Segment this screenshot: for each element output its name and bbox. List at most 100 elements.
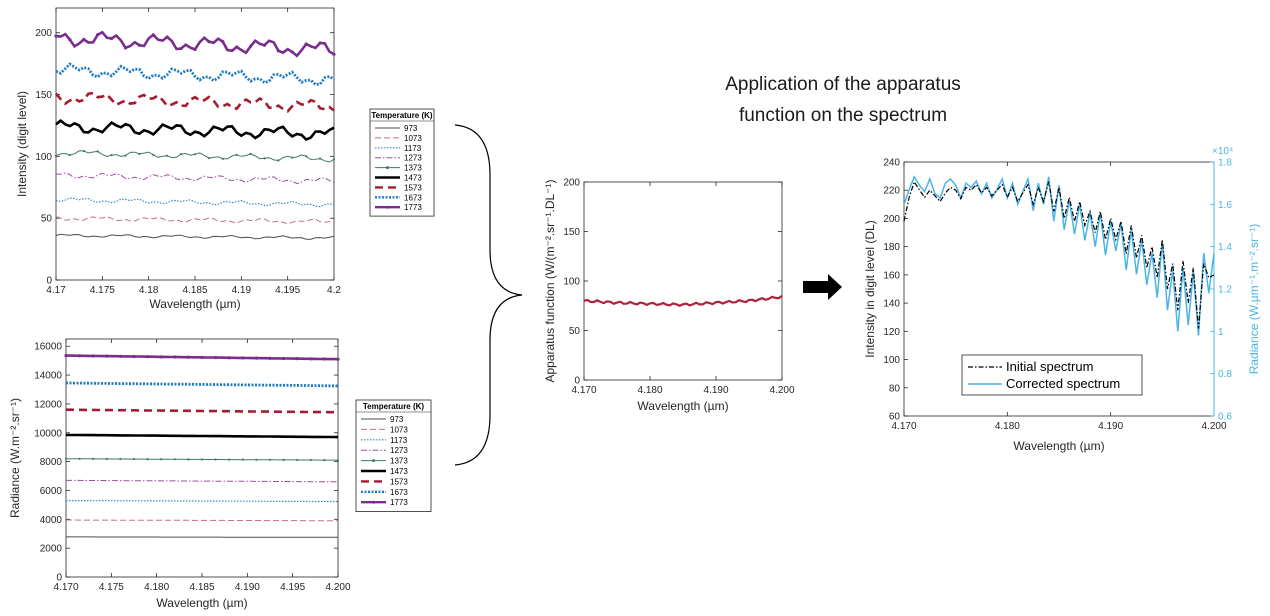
x-tick-label: 4.175 [90,285,115,296]
series-1773-marker [78,354,82,358]
series-1773-marker [235,45,239,49]
series-1773-marker [137,43,141,47]
series-1773-marker [118,354,122,358]
corrected-chart: 4.170 4.180 4.190 4.200 60 80 100 120 140 160 180 2… [863,146,1261,453]
y-tick-label: 8000 [40,457,63,468]
series-1773-marker [132,354,136,359]
y-tick-label: 180 [883,242,900,253]
series-1273 [55,172,335,185]
series-1073 [55,215,335,225]
y-axis-label: Radiance (W.m⁻².sr⁻¹) [8,398,22,518]
series-1373-marker [82,149,85,153]
series-1373-marker [255,458,258,461]
series-1373-marker [68,153,71,157]
series-1773-marker [332,52,336,56]
legend-label-1773: 1773 [404,203,422,212]
series-1173 [66,500,339,503]
x-tick-label: 4.185 [189,582,214,593]
series-1373-marker [296,458,299,462]
series-1773-marker [309,357,313,361]
series-1373-marker [249,152,252,155]
right-y-tick-label: 1.2 [1218,285,1232,296]
legend-label-corrected: Corrected spectrum [1006,376,1120,391]
y-tick-label: 14000 [34,371,62,382]
series-1773-marker [96,33,100,37]
series-1373-marker [152,153,155,156]
x-tick-label: 4.2 [327,285,341,296]
legend-label-1673: 1673 [404,193,422,202]
series-1473 [55,119,335,142]
series-1773-marker [151,33,155,37]
x-tick-label: 4.170 [53,582,78,593]
x-tick-label: 4.190 [1098,421,1123,432]
y-tick-label: 100 [563,277,580,288]
legend-label-1773: 1773 [390,498,408,507]
series-1373-marker [110,154,113,157]
legend-marker-1373 [372,459,375,463]
series-1773-marker [91,354,95,358]
curly-brace [454,124,523,466]
series-1373-marker [119,457,122,461]
series-1773-marker [241,356,245,360]
legend-box [369,108,435,217]
y-tick-label: 0 [56,573,62,584]
series-1773-marker [262,43,267,47]
x-tick-label: 4.180 [144,582,169,593]
x-tick-label: 4.180 [995,421,1020,432]
right-y-tick-label: 1.6 [1218,200,1232,211]
right-axis-label: Radiance (W.µm⁻¹.m⁻².sr⁻¹) [1247,224,1261,375]
x-tick-label: 4.19 [232,285,252,296]
series-1373-marker [92,457,95,460]
y-tick-label: 100 [883,355,900,366]
legend-label-1573: 1573 [390,477,408,486]
y-tick-label: 150 [563,227,580,238]
y-tick-label: 200 [563,178,580,189]
x-tick-label: 4.185 [182,285,207,296]
series-1373-marker [146,458,149,461]
series-1773-marker [123,46,128,50]
series-1373-marker [241,458,244,461]
plot-area [55,7,335,281]
series-1773-marker [227,356,231,360]
x-tick-label: 4.195 [275,285,300,296]
y-tick-label: 140 [883,299,900,310]
series-1473 [65,433,339,439]
series-1073 [66,519,338,522]
series-1173 [55,197,335,208]
series-1373-marker [228,458,231,461]
series-1373-marker [332,158,336,161]
right-y-tick-label: 1 [1218,327,1224,338]
series-1673 [55,62,335,87]
series-1773-marker [214,355,218,360]
y-tick-label: 220 [883,186,900,197]
legend-label-1273: 1273 [390,446,408,455]
right-y-tick-label: 1.4 [1218,242,1232,253]
series-1373-marker [221,157,224,160]
series-1373-marker [160,458,163,461]
legend-marker-1773 [372,500,375,504]
x-tick-label: 4.170 [571,385,596,396]
series-1773-marker [200,355,204,359]
x-tick-label: 4.170 [891,421,916,432]
legend-label-1173: 1173 [390,436,408,445]
series-1773-marker [336,357,340,361]
legend-marker-1773 [386,205,389,209]
series-1773-marker [186,355,190,359]
series-1773-marker [179,46,183,51]
series-1773-marker [146,355,150,359]
x-axis-label: Wavelength (µm) [149,297,240,311]
plot-area [583,181,783,381]
series-1773-marker [159,355,163,359]
legend-box [961,354,1143,396]
series-1373-marker [54,154,58,157]
series-1773-marker [165,35,169,39]
initial-spectrum-line [903,180,1215,329]
x-tick-label: 4.200 [1201,421,1226,432]
y-tick-label: 50 [569,326,581,337]
legend-label-973: 973 [404,124,418,133]
right-axis-exponent: ×10⁴ [1212,146,1233,157]
x-tick-label: 4.18 [139,285,159,296]
right-y-tick-label: 0.6 [1218,412,1232,423]
y-tick-label: 200 [883,214,900,225]
series-1773-marker [268,356,272,360]
